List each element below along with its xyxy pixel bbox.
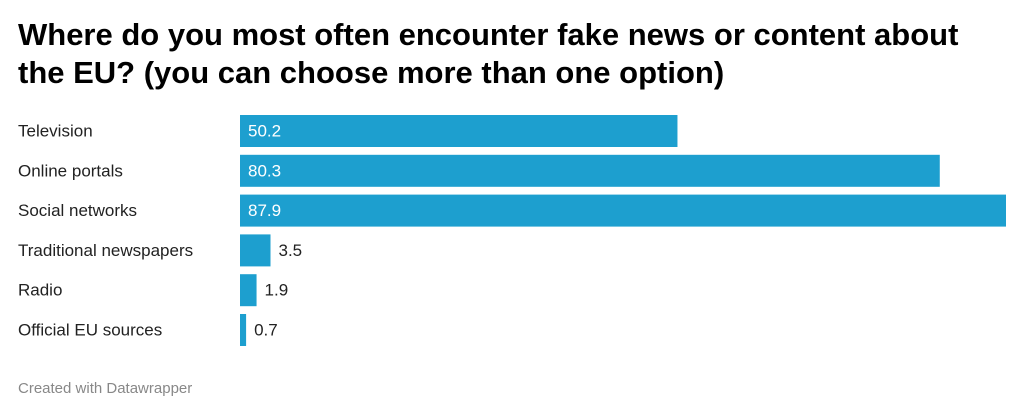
bar xyxy=(240,154,940,187)
bar xyxy=(240,274,257,307)
bar xyxy=(240,234,271,267)
value-label: 80.3 xyxy=(248,161,281,180)
value-label: 87.9 xyxy=(248,201,281,220)
value-label: 3.5 xyxy=(279,241,303,260)
category-label: Social networks xyxy=(18,201,137,220)
bar xyxy=(240,115,678,147)
category-label: Online portals xyxy=(18,161,123,180)
bar xyxy=(240,194,1006,227)
category-label: Official EU sources xyxy=(18,320,162,339)
value-label: 1.9 xyxy=(265,281,289,300)
chart-title: Where do you most often encounter fake n… xyxy=(18,17,959,90)
value-label: 50.2 xyxy=(248,121,281,140)
category-label: Traditional newspapers xyxy=(18,241,193,260)
footer: Created with Datawrapper xyxy=(18,380,193,397)
bar xyxy=(240,314,247,346)
category-label: Radio xyxy=(18,281,62,300)
value-label: 0.7 xyxy=(254,320,278,339)
category-label: Television xyxy=(18,121,93,140)
